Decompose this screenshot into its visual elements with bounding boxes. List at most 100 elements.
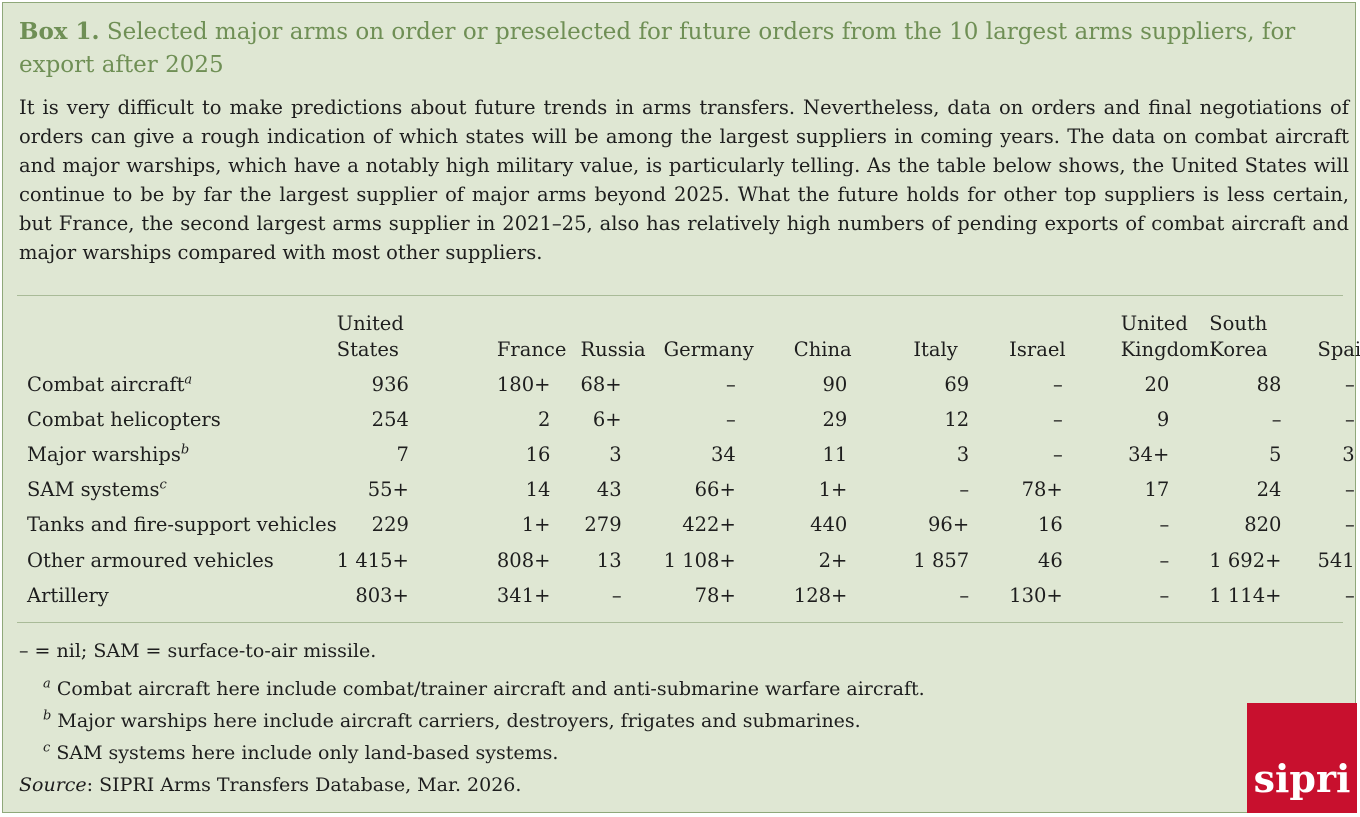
table-cell: – (959, 478, 970, 502)
table-cell: 12 (944, 407, 970, 431)
intro-paragraph: It is very difficult to make predictions… (19, 96, 1349, 264)
table-cell: 96+ (928, 513, 970, 537)
column-header: Israel (1009, 301, 1121, 367)
column-header-line2: China (793, 338, 852, 361)
column-header: China (794, 301, 914, 367)
column-header-line1 (580, 311, 663, 337)
table-row: Combat helicopters 254 2 6+ – 29 12 – 9 – – (17, 402, 1360, 437)
table-cell: 29 (822, 407, 848, 431)
table-cell: 7 (396, 442, 409, 466)
table-cell: – (1344, 372, 1355, 396)
table-cell: 16 (525, 442, 551, 466)
row-label: Tanks and fire-support vehicles (17, 508, 337, 543)
row-label-text: Artillery (27, 583, 109, 607)
table-cell: 34 (710, 442, 736, 466)
table-cell: 90 (822, 372, 848, 396)
table-cell: – (1344, 407, 1355, 431)
column-header-line2: Kingdom (1120, 338, 1210, 361)
table-cell: 11 (822, 442, 848, 466)
row-label-text: SAM systems (27, 478, 160, 502)
column-header: Germany (664, 301, 794, 367)
table-cell: – (1052, 442, 1063, 466)
column-header-line1 (1009, 311, 1121, 337)
table-cell: – (726, 372, 736, 396)
column-header-line2: Italy (913, 338, 958, 361)
column-header-line2: Korea (1209, 338, 1268, 361)
table-row: Artillery 803+ 341+ – 78+ 128+ – 130+ – 1 114+ – (17, 578, 1360, 613)
column-header-line1: United (1120, 312, 1188, 335)
footnote: a Combat aircraft here include combat/tr… (19, 673, 925, 705)
column-header: Italy (913, 301, 1009, 367)
footnote-mark: c (159, 477, 167, 493)
table-cell: 130+ (1009, 583, 1063, 607)
footnote-mark: c (43, 740, 51, 756)
table-cell: 14 (525, 478, 551, 502)
table-cell: 78+ (694, 583, 736, 607)
table-header-row: United States France Russia Germany China… (17, 301, 1360, 367)
table-cell: – (1052, 372, 1063, 396)
table-cell: 5 (1269, 442, 1282, 466)
table-cell: 24 (1256, 478, 1282, 502)
table-cell: 34+ (1128, 442, 1170, 466)
row-label: Other armoured vehicles (17, 543, 337, 578)
table-row: Combat aircrafta 936 180+ 68+ – 90 69 – 20 88 – (17, 367, 1360, 402)
table-cell: 9 (1156, 407, 1170, 431)
footnote-mark: a (43, 676, 51, 692)
table-cell: 69 (944, 372, 970, 396)
table-corner (17, 301, 337, 367)
box-title-text: Selected major arms on order or preselec… (19, 19, 1296, 78)
sipri-logo: sipri (1247, 703, 1357, 813)
column-header: Russia (580, 301, 663, 367)
column-header-line1 (497, 311, 581, 337)
table-cell: 936 (371, 372, 409, 396)
table-cell: 128+ (793, 583, 848, 607)
column-header-line2: Spain (1317, 338, 1360, 361)
table-cell: 1 114+ (1209, 583, 1282, 607)
table-row: Major warshipsb 7 16 3 34 11 3 – 34+ 5 3 (17, 437, 1360, 472)
table-cell: 66+ (694, 478, 736, 502)
table-row: SAM systemsc 55+ 14 43 66+ 1+ – 78+ 17 24 – (17, 473, 1360, 508)
column-header: South Korea (1209, 301, 1317, 367)
table-cell: 3 (956, 442, 970, 466)
table-cell: 229 (371, 513, 409, 537)
row-label-text: Other armoured vehicles (27, 548, 274, 572)
table-cell: 440 (810, 513, 848, 537)
table-cell: – (1159, 583, 1170, 607)
footnote: c SAM systems here include only land-bas… (19, 737, 925, 769)
table-row: Tanks and fire-support vehicles 229 1+ 279 4… (17, 508, 1360, 543)
table-cell: – (1052, 407, 1063, 431)
table-cell: – (611, 583, 622, 607)
column-header-line2: Russia (580, 338, 646, 361)
table-cell: 254 (371, 407, 409, 431)
table-cell: 808+ (496, 548, 551, 572)
table-cell: 68+ (580, 372, 622, 396)
table-cell: 13 (596, 548, 622, 572)
row-label-text: Major warships (27, 442, 181, 466)
table-cell: 16 (1037, 513, 1063, 537)
table-cell: 820 (1244, 513, 1282, 537)
column-header: Spain (1317, 301, 1360, 367)
arms-table: United States France Russia Germany China… (17, 301, 1360, 613)
column-header-line1 (664, 311, 794, 337)
row-label: Artillery (17, 578, 337, 613)
box-number: Box 1. (19, 18, 100, 45)
table-cell: 43 (596, 478, 622, 502)
table-cell: 1 415+ (336, 548, 409, 572)
table-cell: 2+ (818, 548, 848, 572)
table-cell: 88 (1256, 372, 1282, 396)
table-cell: 3 (1342, 442, 1355, 466)
row-label-text: Combat helicopters (27, 407, 221, 431)
column-header-line2: France (496, 338, 567, 361)
table-cell: – (726, 407, 736, 431)
table-cell: 55+ (367, 478, 409, 502)
box-title: Box 1. Selected major arms on order or p… (19, 15, 1339, 82)
column-header-line1: United (336, 312, 404, 335)
table-cell: 1 108+ (663, 548, 736, 572)
table-cell: – (1344, 478, 1355, 502)
table-cell: 422+ (682, 513, 736, 537)
footnote-text: Major warships here include aircraft car… (57, 710, 861, 732)
table-cell: 1 857 (913, 548, 970, 572)
column-header-line1: South (1209, 312, 1268, 335)
table-cell: 803+ (355, 583, 409, 607)
